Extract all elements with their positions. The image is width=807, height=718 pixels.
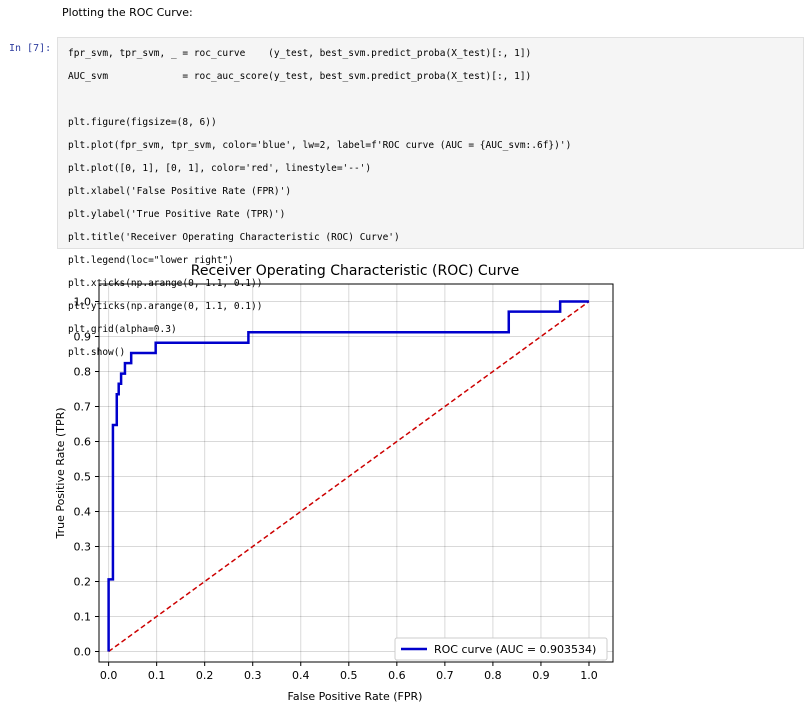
chart-title: Receiver Operating Characteristic (ROC) … [191,263,520,279]
code-line: plt.show() [68,347,126,358]
roc-chart-output: Receiver Operating Characteristic (ROC) … [54,263,614,703]
roc-curve-line [107,300,589,652]
code-line: AUC_svm = roc_auc_score(y_test, best_svm… [68,71,532,82]
chance-diagonal-line [108,300,590,653]
y-tick-label: 0.2 [74,576,92,589]
y-tick-label: 0.1 [74,611,92,624]
y-tick-label: 0.7 [74,401,92,414]
y-tick-label: 0.6 [74,436,92,449]
x-tick-label: 0.3 [244,669,262,682]
y-tick-label: 0.4 [74,506,92,519]
code-line: plt.legend(loc="lower right") [68,255,234,266]
series-layer [107,300,590,653]
legend-label-roc: ROC curve (AUC = 0.903534) [434,643,596,656]
x-tick-label: 0.0 [100,669,118,682]
cell-prompt: In [7]: [9,43,52,54]
markdown-cell-text: Plotting the ROC Curve: [62,6,193,19]
code-line: plt.xlabel('False Positive Rate (FPR)') [68,186,292,197]
code-line: plt.title('Receiver Operating Characteri… [68,232,400,243]
x-tick-label: 0.5 [340,669,358,682]
x-tick-label: 0.7 [436,669,454,682]
x-tick-label: 0.9 [532,669,550,682]
code-line: plt.ylabel('True Positive Rate (TPR)') [68,209,286,220]
code-line: plt.plot(fpr_svm, tpr_svm, color='blue',… [68,140,572,151]
y-tick-label: 0.5 [74,471,92,484]
code-line: plt.grid(alpha=0.3) [68,324,177,335]
x-tick-label: 0.2 [196,669,214,682]
y-tick-label: 0.8 [74,366,92,379]
grid [99,284,613,662]
y-tick-label: 0.3 [74,541,92,554]
code-line [68,94,571,106]
y-tick-label: 1.0 [74,296,92,309]
y-tick-label: 0.0 [74,646,92,659]
y-axis-label: True Positive Rate (TPR) [54,407,67,539]
code-cell-editor[interactable]: fpr_svm, tpr_svm, _ = roc_curve (y_test,… [57,37,804,358]
y-tick-label: 0.9 [74,331,92,344]
code-line: fpr_svm, tpr_svm, _ = roc_curve (y_test,… [68,48,532,59]
y-ticks: 0.0 0.1 0.2 0.3 0.4 0.5 0.6 0.7 0.8 0.9 1.0 [74,296,99,659]
x-tick-label: 1.0 [580,669,598,682]
code-block: fpr_svm, tpr_svm, _ = roc_curve (y_test,… [68,48,571,359]
code-line: plt.figure(figsize=(8, 6)) [68,117,217,128]
x-tick-label: 0.1 [148,669,166,682]
legend-box [394,637,608,661]
x-tick-label: 0.8 [484,669,502,682]
code-line: plt.yticks(np.arange(0, 1.1, 0.1)) [68,301,263,312]
x-tick-label: 0.6 [388,669,406,682]
x-axis-label: False Positive Rate (FPR) [288,690,423,703]
plot-frame [98,283,614,663]
legend: ROC curve (AUC = 0.903534) [394,637,608,661]
code-line: plt.plot([0, 1], [0, 1], color='red', li… [68,163,372,174]
x-tick-label: 0.4 [292,669,310,682]
x-ticks: 0.0 0.1 0.2 0.3 0.4 0.5 0.6 0.7 0.8 0.9 1.0 [100,662,598,682]
